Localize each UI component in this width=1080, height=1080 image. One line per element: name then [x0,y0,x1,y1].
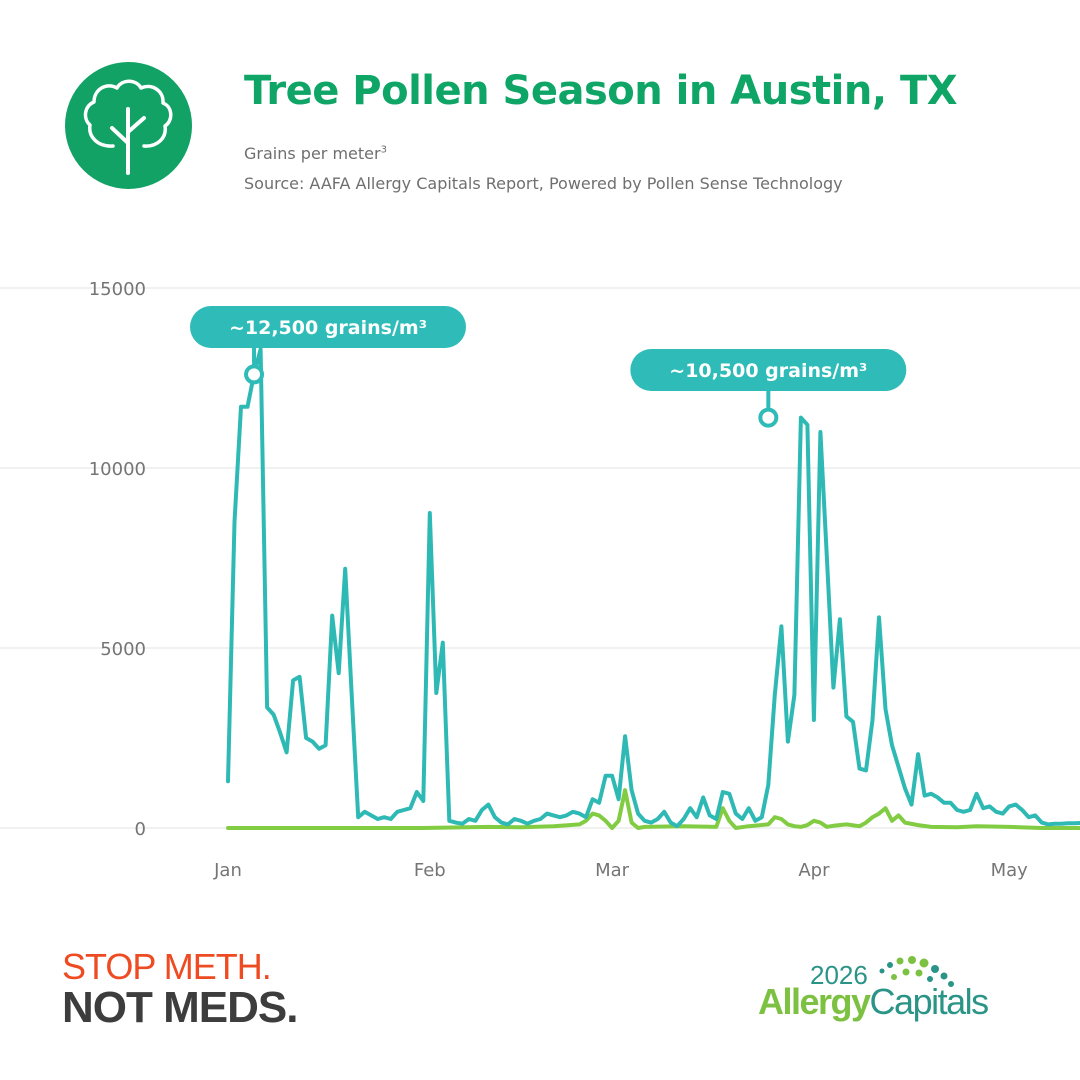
campaign-line-2: NOT MEDS. [62,983,298,1032]
x-tick-label-may: May [991,860,1029,881]
subtitle-text: Grains per meter [244,144,381,163]
x-tick-label-jan: Jan [213,860,242,881]
y-axis-labels: 0 5000 10000 15000 [89,279,146,840]
tree-icon [83,79,173,175]
y-tick-label-10000: 10000 [89,459,146,480]
tree-logo [65,62,192,189]
brand-name: AllergyCapitals [758,981,990,1022]
y-tick-label-5000: 5000 [100,639,146,660]
pollen-line-chart: 0 5000 10000 15000 Jan Feb Mar Apr May ~12,500 … [0,279,1080,881]
y-tick-label-15000: 15000 [89,279,146,300]
y-tick-label-0: 0 [135,819,146,840]
grid-lines [0,287,1080,829]
x-tick-label-apr: Apr [798,860,830,881]
brand-allergy: Allergy [758,981,871,1022]
callout-box-1 [630,349,907,391]
callout-label-1: ~10,500 grains/m³ [669,360,867,382]
brand-capitals: Capitals [869,981,990,1022]
campaign-line-1: STOP METH. [62,946,272,987]
peak-callouts: ~12,500 grains/m³ ~10,500 grains/m³ [190,306,907,428]
brand-year: 2026 [810,960,868,990]
x-axis-labels: Jan Feb Mar Apr May [213,860,1028,881]
series-line-tree-pollen [226,347,1080,829]
chart-source: Source: AAFA Allergy Capitals Report, Po… [244,174,843,193]
callout-box-0 [190,306,466,348]
brand-dots-icon [879,956,954,987]
chart-subtitle: Grains per meter3 [244,144,387,163]
series-lines [226,347,1080,830]
peak-marker-1 [758,407,779,428]
chart-title: Tree Pollen Season in Austin, TX [244,68,958,114]
series-line-secondary [226,788,1080,830]
peak-marker-0 [244,364,265,385]
x-tick-label-feb: Feb [414,860,446,881]
subtitle-superscript: 3 [380,144,387,156]
x-tick-label-mar: Mar [595,860,630,881]
callout-label-0: ~12,500 grains/m³ [229,317,427,339]
